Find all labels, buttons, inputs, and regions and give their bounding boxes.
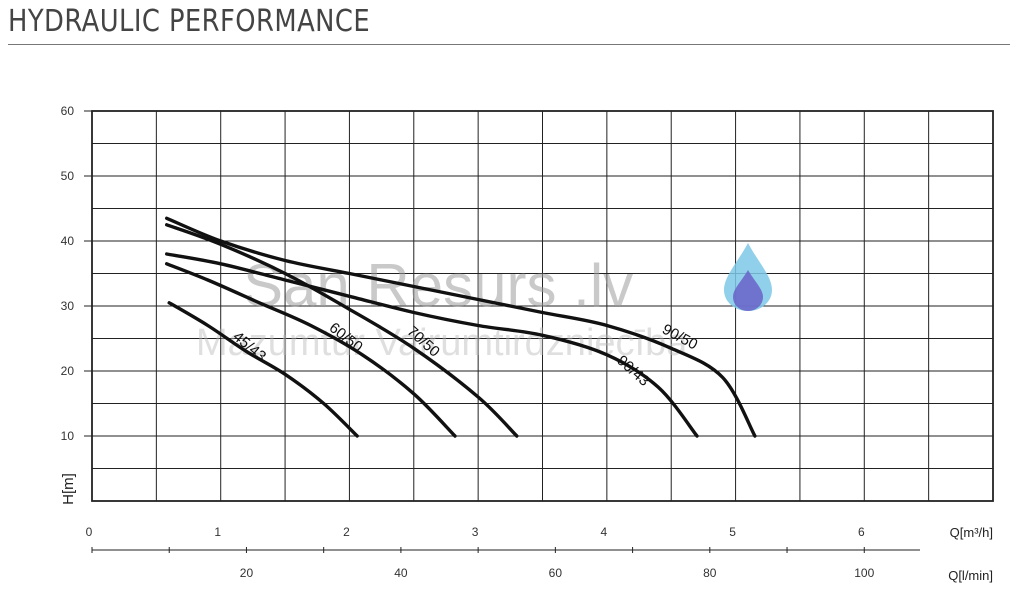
y-tick-label: 30 bbox=[61, 299, 75, 313]
secondary-x-tick-label: 20 bbox=[240, 566, 254, 580]
secondary-x-axis: 20 40 60 80 100 bbox=[91, 547, 920, 580]
y-tick-label: 10 bbox=[61, 429, 75, 443]
y-axis-label: H[m] bbox=[60, 473, 77, 505]
curve-45-43 bbox=[167, 301, 359, 438]
secondary-x-tick-label: 60 bbox=[549, 566, 563, 580]
secondary-x-tick-label: 80 bbox=[703, 566, 717, 580]
watermark-subtext: Mazumtur Vairumtirdzniecība bbox=[196, 322, 688, 364]
curve-90-43 bbox=[165, 252, 699, 438]
x-tick-labels: 0 1 2 3 4 5 6 bbox=[86, 525, 865, 539]
x-axis-label: Q[m³/h] bbox=[950, 525, 993, 540]
curves bbox=[165, 216, 757, 438]
x-tick-label: 0 bbox=[86, 525, 93, 539]
x-tick-label: 5 bbox=[729, 525, 736, 539]
x-tick-label: 3 bbox=[472, 525, 479, 539]
y-tick-label: 60 bbox=[61, 104, 75, 118]
page-title: HYDRAULIC PERFORMANCE bbox=[8, 4, 371, 39]
y-tick-label: 40 bbox=[61, 234, 75, 248]
curve-70-50 bbox=[165, 223, 519, 438]
x-tick-label: 4 bbox=[601, 525, 608, 539]
secondary-x-axis-label: Q[l/min] bbox=[948, 568, 993, 583]
water-drop-icon bbox=[724, 243, 772, 311]
x-tick-label: 2 bbox=[343, 525, 350, 539]
y-tick-label: 50 bbox=[61, 169, 75, 183]
y-tick-labels: 10 20 30 40 50 60 bbox=[61, 104, 75, 443]
title-divider bbox=[8, 44, 1010, 45]
x-tick-label: 1 bbox=[214, 525, 221, 539]
curve-90-50 bbox=[165, 216, 757, 438]
x-tick-label: 6 bbox=[858, 525, 865, 539]
secondary-x-tick-label: 100 bbox=[854, 566, 874, 580]
secondary-x-tick-label: 40 bbox=[394, 566, 408, 580]
y-tick-label: 20 bbox=[61, 364, 75, 378]
curve-60-50 bbox=[165, 262, 457, 438]
